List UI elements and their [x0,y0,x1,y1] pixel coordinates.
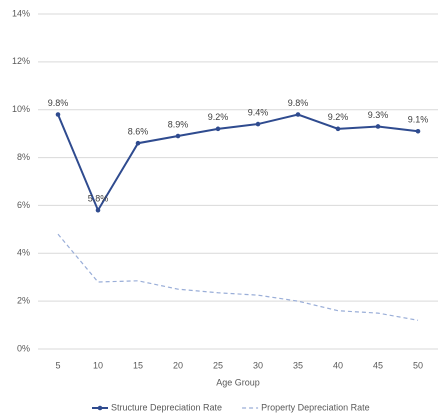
data-label: 9.2% [208,112,229,122]
x-tick-label: 45 [373,360,383,370]
data-label: 5.8% [88,194,109,204]
point [135,140,141,146]
y-tick-label: 12% [12,56,30,66]
series-line [57,113,419,213]
data-label: 9.8% [48,98,69,108]
y-tick-label: 10% [12,104,30,114]
point [415,128,421,134]
point [55,112,61,117]
data-label: 9.3% [368,110,389,120]
point [175,133,181,139]
point [215,126,221,132]
x-tick-label: 40 [333,360,343,370]
point [295,112,301,117]
x-tick-label: 20 [173,360,183,370]
data-label: 9.4% [248,107,269,117]
point [255,121,261,127]
x-tick-label: 50 [413,360,423,370]
x-tick-label: 15 [133,360,143,370]
legend-label: Structure Depreciation Rate [111,402,222,412]
legend-marker [97,405,103,411]
series-line [57,233,419,321]
x-axis-title: Age Group [216,377,260,387]
point [335,126,341,132]
data-label: 9.2% [328,112,349,122]
x-tick-label: 25 [213,360,223,370]
x-tick-label: 35 [293,360,303,370]
y-tick-label: 6% [17,200,30,210]
y-tick-label: 0% [17,343,30,353]
point [95,207,101,213]
x-tick-label: 30 [253,360,263,370]
data-label: 9.1% [408,115,429,125]
y-tick-label: 2% [17,296,30,306]
y-tick-label: 4% [17,248,30,258]
data-label: 8.9% [168,119,189,129]
y-tick-label: 8% [17,152,30,162]
data-label: 8.6% [128,127,149,137]
x-tick-label: 10 [93,360,103,370]
legend-label: Property Depreciation Rate [261,402,370,412]
x-tick-label: 5 [55,360,60,370]
point [375,124,381,129]
data-label: 9.8% [288,98,309,108]
y-tick-label: 14% [12,8,30,18]
